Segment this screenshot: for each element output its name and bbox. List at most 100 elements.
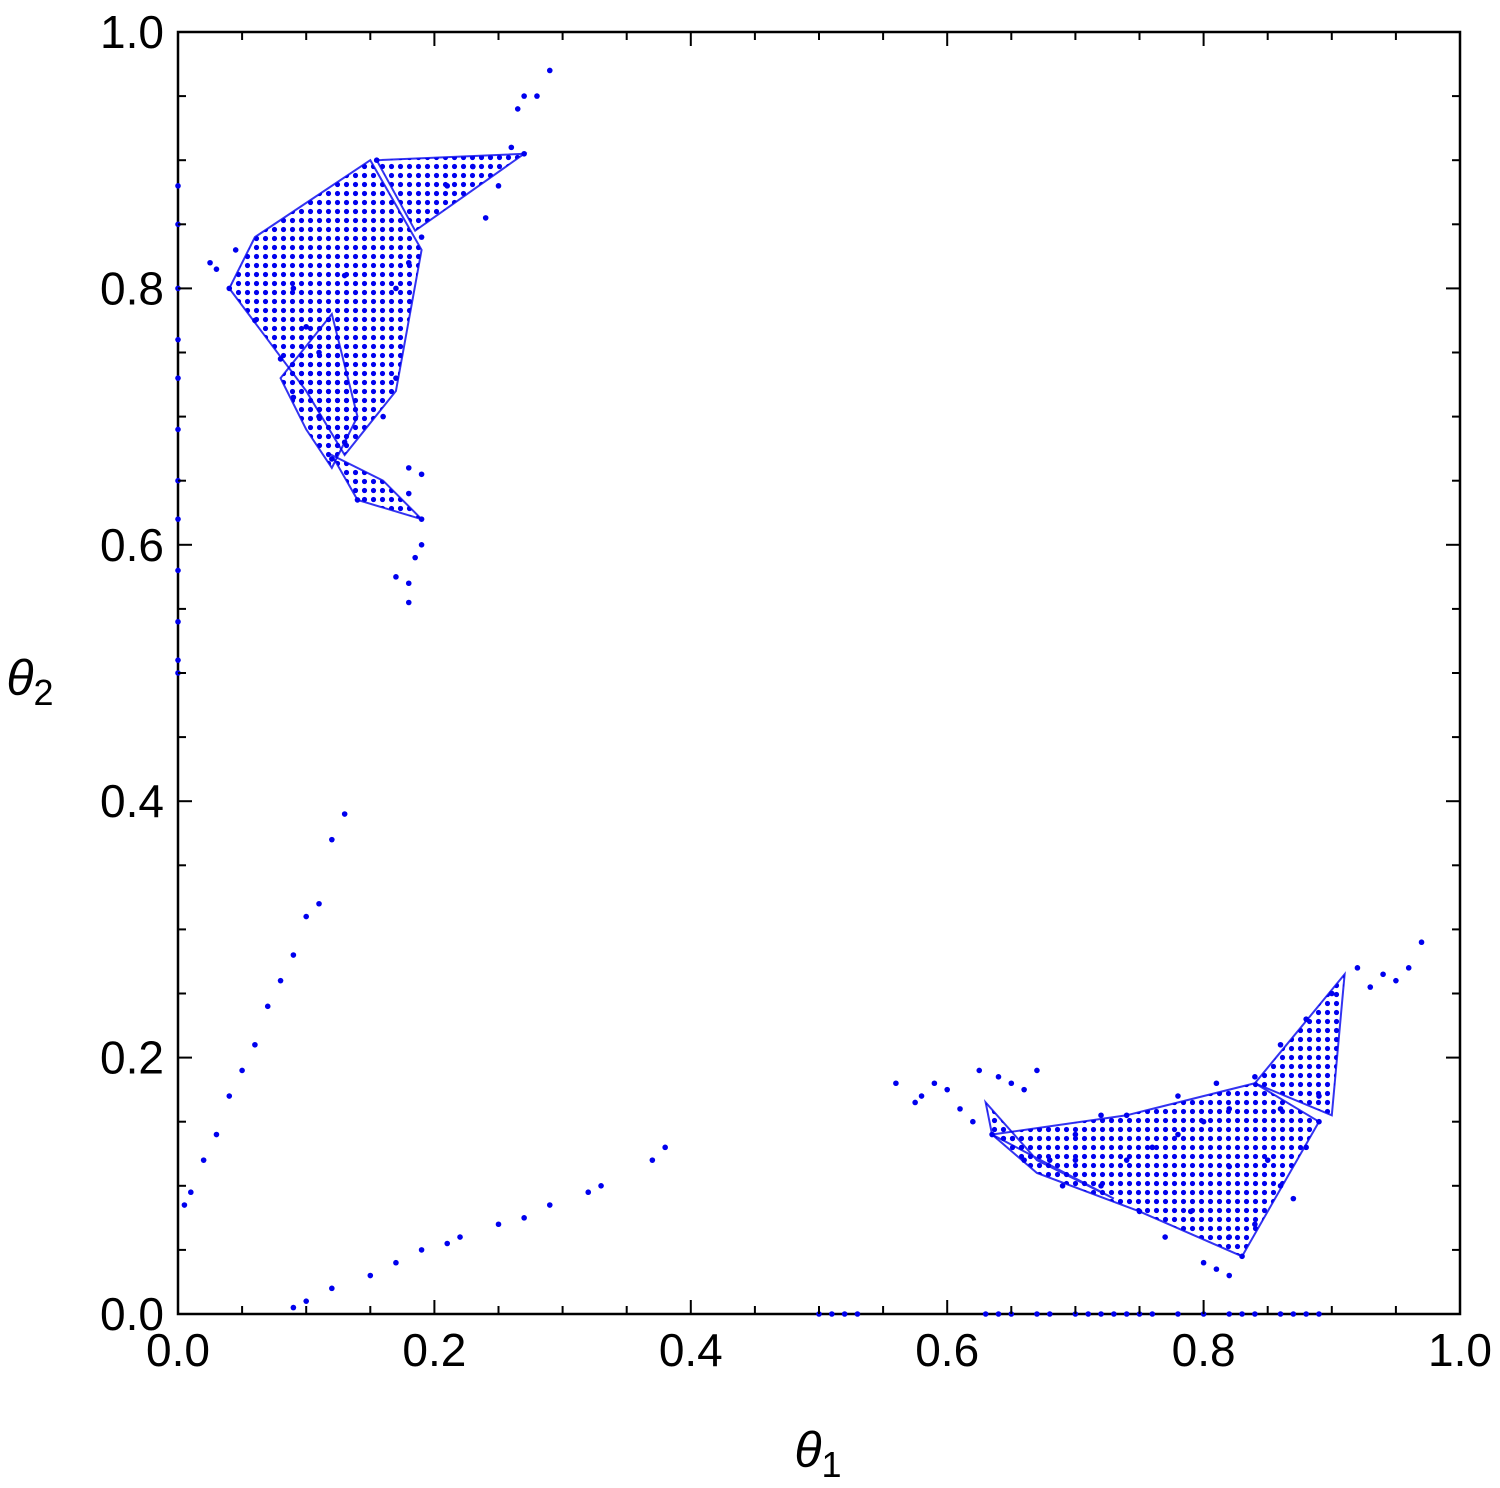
- data-point: [393, 285, 399, 292]
- data-point: [226, 285, 233, 292]
- data-point: [175, 618, 181, 625]
- data-point: [829, 1311, 835, 1317]
- data-point: [495, 183, 502, 189]
- data-point: [1239, 1253, 1245, 1260]
- data-point: [931, 1080, 938, 1087]
- data-point: [1277, 1311, 1284, 1317]
- data-point: [1290, 1195, 1297, 1202]
- data-point: [1264, 1157, 1271, 1163]
- data-point: [200, 1157, 207, 1163]
- data-point: [514, 106, 521, 112]
- data-point: [373, 157, 380, 163]
- data-point: [1149, 1311, 1156, 1317]
- data-point: [316, 349, 322, 356]
- data-point: [252, 1041, 258, 1048]
- x-tick-label: 0.4: [659, 1324, 723, 1376]
- data-point: [1226, 1311, 1233, 1317]
- data-point: [290, 285, 297, 292]
- data-point: [1136, 1208, 1143, 1215]
- data-point: [1034, 1311, 1040, 1317]
- data-point: [1239, 1311, 1245, 1317]
- data-point: [989, 1131, 995, 1138]
- data-point: [982, 1311, 989, 1317]
- data-point: [1200, 1118, 1207, 1125]
- data-point: [1252, 1221, 1258, 1228]
- data-point: [1329, 990, 1335, 997]
- data-point: [1213, 1266, 1220, 1272]
- data-region-1: [375, 152, 528, 233]
- data-point: [1200, 1259, 1207, 1266]
- y-axis-label-subscript: 2: [34, 672, 54, 713]
- data-point: [841, 1311, 848, 1317]
- data-point: [303, 913, 310, 920]
- data-point: [1175, 1311, 1181, 1317]
- data-point: [457, 1234, 463, 1240]
- data-point: [854, 1311, 861, 1317]
- x-tick-label: 1.0: [1428, 1324, 1492, 1376]
- data-point: [1021, 1086, 1027, 1093]
- data-point: [341, 811, 348, 817]
- data-point: [290, 1304, 297, 1311]
- data-point: [303, 1298, 310, 1304]
- data-point: [1380, 971, 1386, 978]
- data-point: [1418, 939, 1425, 946]
- data-point: [405, 490, 412, 497]
- data-point: [1085, 1311, 1092, 1317]
- data-point: [175, 336, 181, 343]
- data-point: [264, 1003, 271, 1010]
- data-point: [970, 1118, 976, 1125]
- data-point: [1226, 1163, 1233, 1170]
- data-point: [418, 471, 425, 478]
- data-point: [329, 456, 335, 462]
- data-point: [893, 1080, 899, 1087]
- data-point: [1149, 1144, 1156, 1151]
- data-point: [521, 1215, 527, 1221]
- data-point: [1034, 1067, 1040, 1074]
- data-point: [598, 1183, 604, 1189]
- data-point: [912, 1099, 918, 1106]
- x-axis-label-symbol: θ: [794, 1422, 821, 1478]
- data-point: [393, 375, 399, 381]
- data-point: [1277, 1041, 1284, 1048]
- data-point: [175, 567, 181, 574]
- y-tick-label: 0.8: [100, 262, 164, 314]
- data-point: [175, 657, 181, 663]
- data-point: [662, 1144, 668, 1151]
- data-point: [213, 1131, 220, 1138]
- data-point: [354, 497, 361, 503]
- y-tick-label: 1.0: [100, 6, 164, 58]
- x-tick-label: 0.2: [402, 1324, 466, 1376]
- data-point: [316, 413, 322, 420]
- data-points: [175, 67, 1425, 1317]
- data-point: [1303, 1311, 1309, 1317]
- data-point: [1316, 1311, 1322, 1317]
- data-point: [1252, 1074, 1258, 1080]
- data-point: [1098, 1112, 1104, 1119]
- data-point: [181, 1202, 188, 1208]
- data-point: [290, 394, 297, 401]
- data-point: [585, 1189, 592, 1196]
- data-point: [1008, 1080, 1015, 1087]
- data-point: [1303, 1144, 1309, 1151]
- data-point: [1405, 965, 1412, 971]
- data-point: [393, 1259, 399, 1266]
- data-point: [405, 465, 412, 471]
- data-point: [470, 163, 476, 170]
- data-point: [1393, 977, 1399, 984]
- data-point: [329, 836, 335, 843]
- data-point: [1123, 1157, 1130, 1163]
- tick-labels: 0.0 0.2 0.4 0.6 0.8 1.0 0.0 0.2 0.4 0.6 0.8 1.0: [100, 6, 1492, 1376]
- data-point: [290, 952, 297, 958]
- data-point: [1213, 1080, 1220, 1087]
- data-point: [367, 1272, 374, 1279]
- data-point: [495, 1221, 502, 1228]
- data-point: [232, 247, 239, 253]
- data-point: [341, 439, 348, 446]
- data-point: [175, 426, 181, 433]
- data-point: [380, 413, 386, 420]
- data-point: [1354, 965, 1361, 971]
- data-point: [1072, 1131, 1079, 1138]
- data-point: [341, 272, 348, 279]
